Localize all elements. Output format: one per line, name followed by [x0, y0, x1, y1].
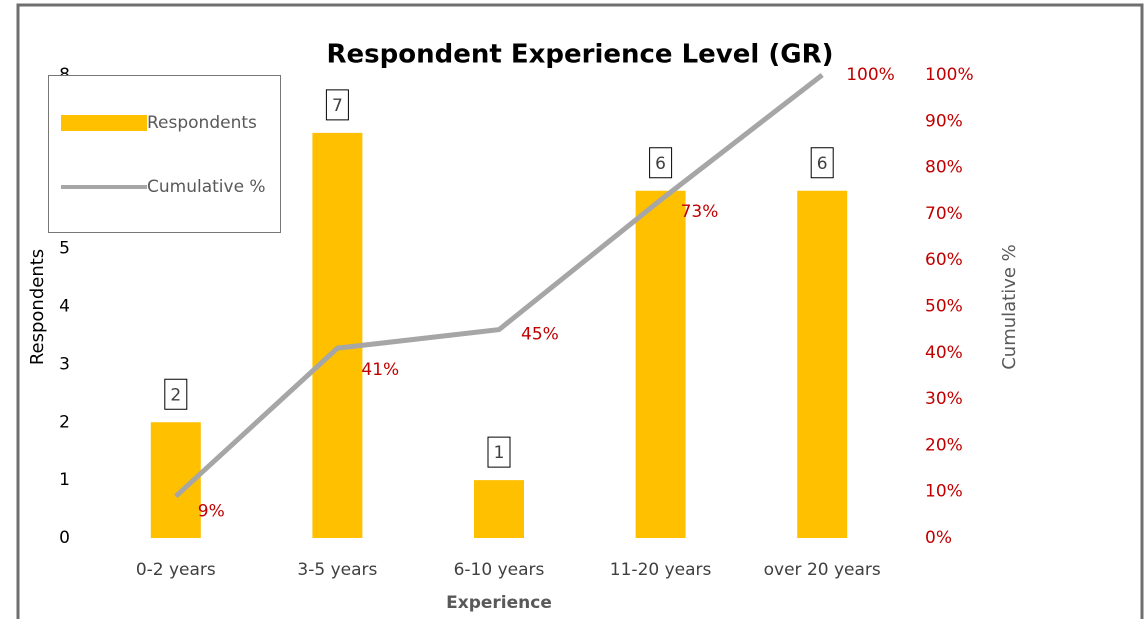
y-tick-label: 1 [59, 470, 70, 490]
bar [635, 190, 686, 538]
x-tick-label: 6-10 years [454, 560, 545, 580]
legend-swatch [61, 115, 147, 131]
data-label-box [487, 436, 511, 468]
y2-tick-label: 0% [925, 528, 952, 548]
y2-tick-label: 90% [925, 111, 963, 131]
y2-tick-label: 20% [925, 435, 963, 455]
bar [312, 132, 363, 538]
y2-axis-title: Cumulative % [999, 244, 1020, 370]
legend-item: Respondents [61, 112, 267, 134]
y2-tick-label: 80% [925, 158, 963, 178]
y2-tick-label: 60% [925, 250, 963, 270]
data-label-box [649, 147, 673, 179]
legend-item: Cumulative % [61, 176, 267, 198]
y-tick-label: 3 [59, 354, 70, 374]
data-label: 2 [170, 385, 181, 405]
y2-tick-label: 70% [925, 204, 963, 224]
data-label: 6 [655, 154, 666, 174]
y2-tick-label: 10% [925, 482, 963, 502]
line-data-label: 9% [198, 501, 225, 521]
x-axis-title: Experience [446, 593, 552, 613]
y-tick-label: 5 [59, 239, 70, 259]
x-tick-label: 3-5 years [297, 560, 377, 580]
data-label: 1 [494, 443, 505, 463]
data-label-box [810, 147, 834, 179]
line-data-label: 41% [361, 360, 399, 380]
data-label-box [325, 89, 349, 121]
line-data-label: 100% [846, 65, 895, 85]
y-tick-label: 4 [59, 297, 70, 317]
data-label: 6 [817, 154, 828, 174]
x-tick-label: 0-2 years [136, 560, 216, 580]
y-tick-label: 0 [59, 528, 70, 548]
x-tick-label: 11-20 years [610, 560, 712, 580]
legend-label: Cumulative % [147, 177, 266, 197]
x-tick-label: over 20 years [764, 560, 881, 580]
line [174, 73, 824, 499]
legend-swatch [61, 185, 147, 189]
bar [474, 480, 524, 538]
y-tick-label: 2 [59, 412, 70, 432]
y2-tick-label: 100% [925, 65, 974, 85]
line-data-label: 45% [521, 325, 559, 345]
y2-tick-label: 30% [925, 389, 963, 409]
chart-title: Respondent Experience Level (GR) [327, 40, 834, 70]
line-data-label: 73% [681, 202, 719, 222]
legend: Respondents Cumulative % [48, 75, 281, 233]
legend-label: Respondents [147, 113, 257, 133]
data-label-box [164, 378, 188, 410]
y-axis-title: Respondents [27, 249, 48, 365]
frame [16, 3, 1144, 619]
data-label: 7 [332, 96, 343, 116]
bar [797, 190, 848, 538]
y2-tick-label: 50% [925, 297, 963, 317]
y2-tick-label: 40% [925, 343, 963, 363]
